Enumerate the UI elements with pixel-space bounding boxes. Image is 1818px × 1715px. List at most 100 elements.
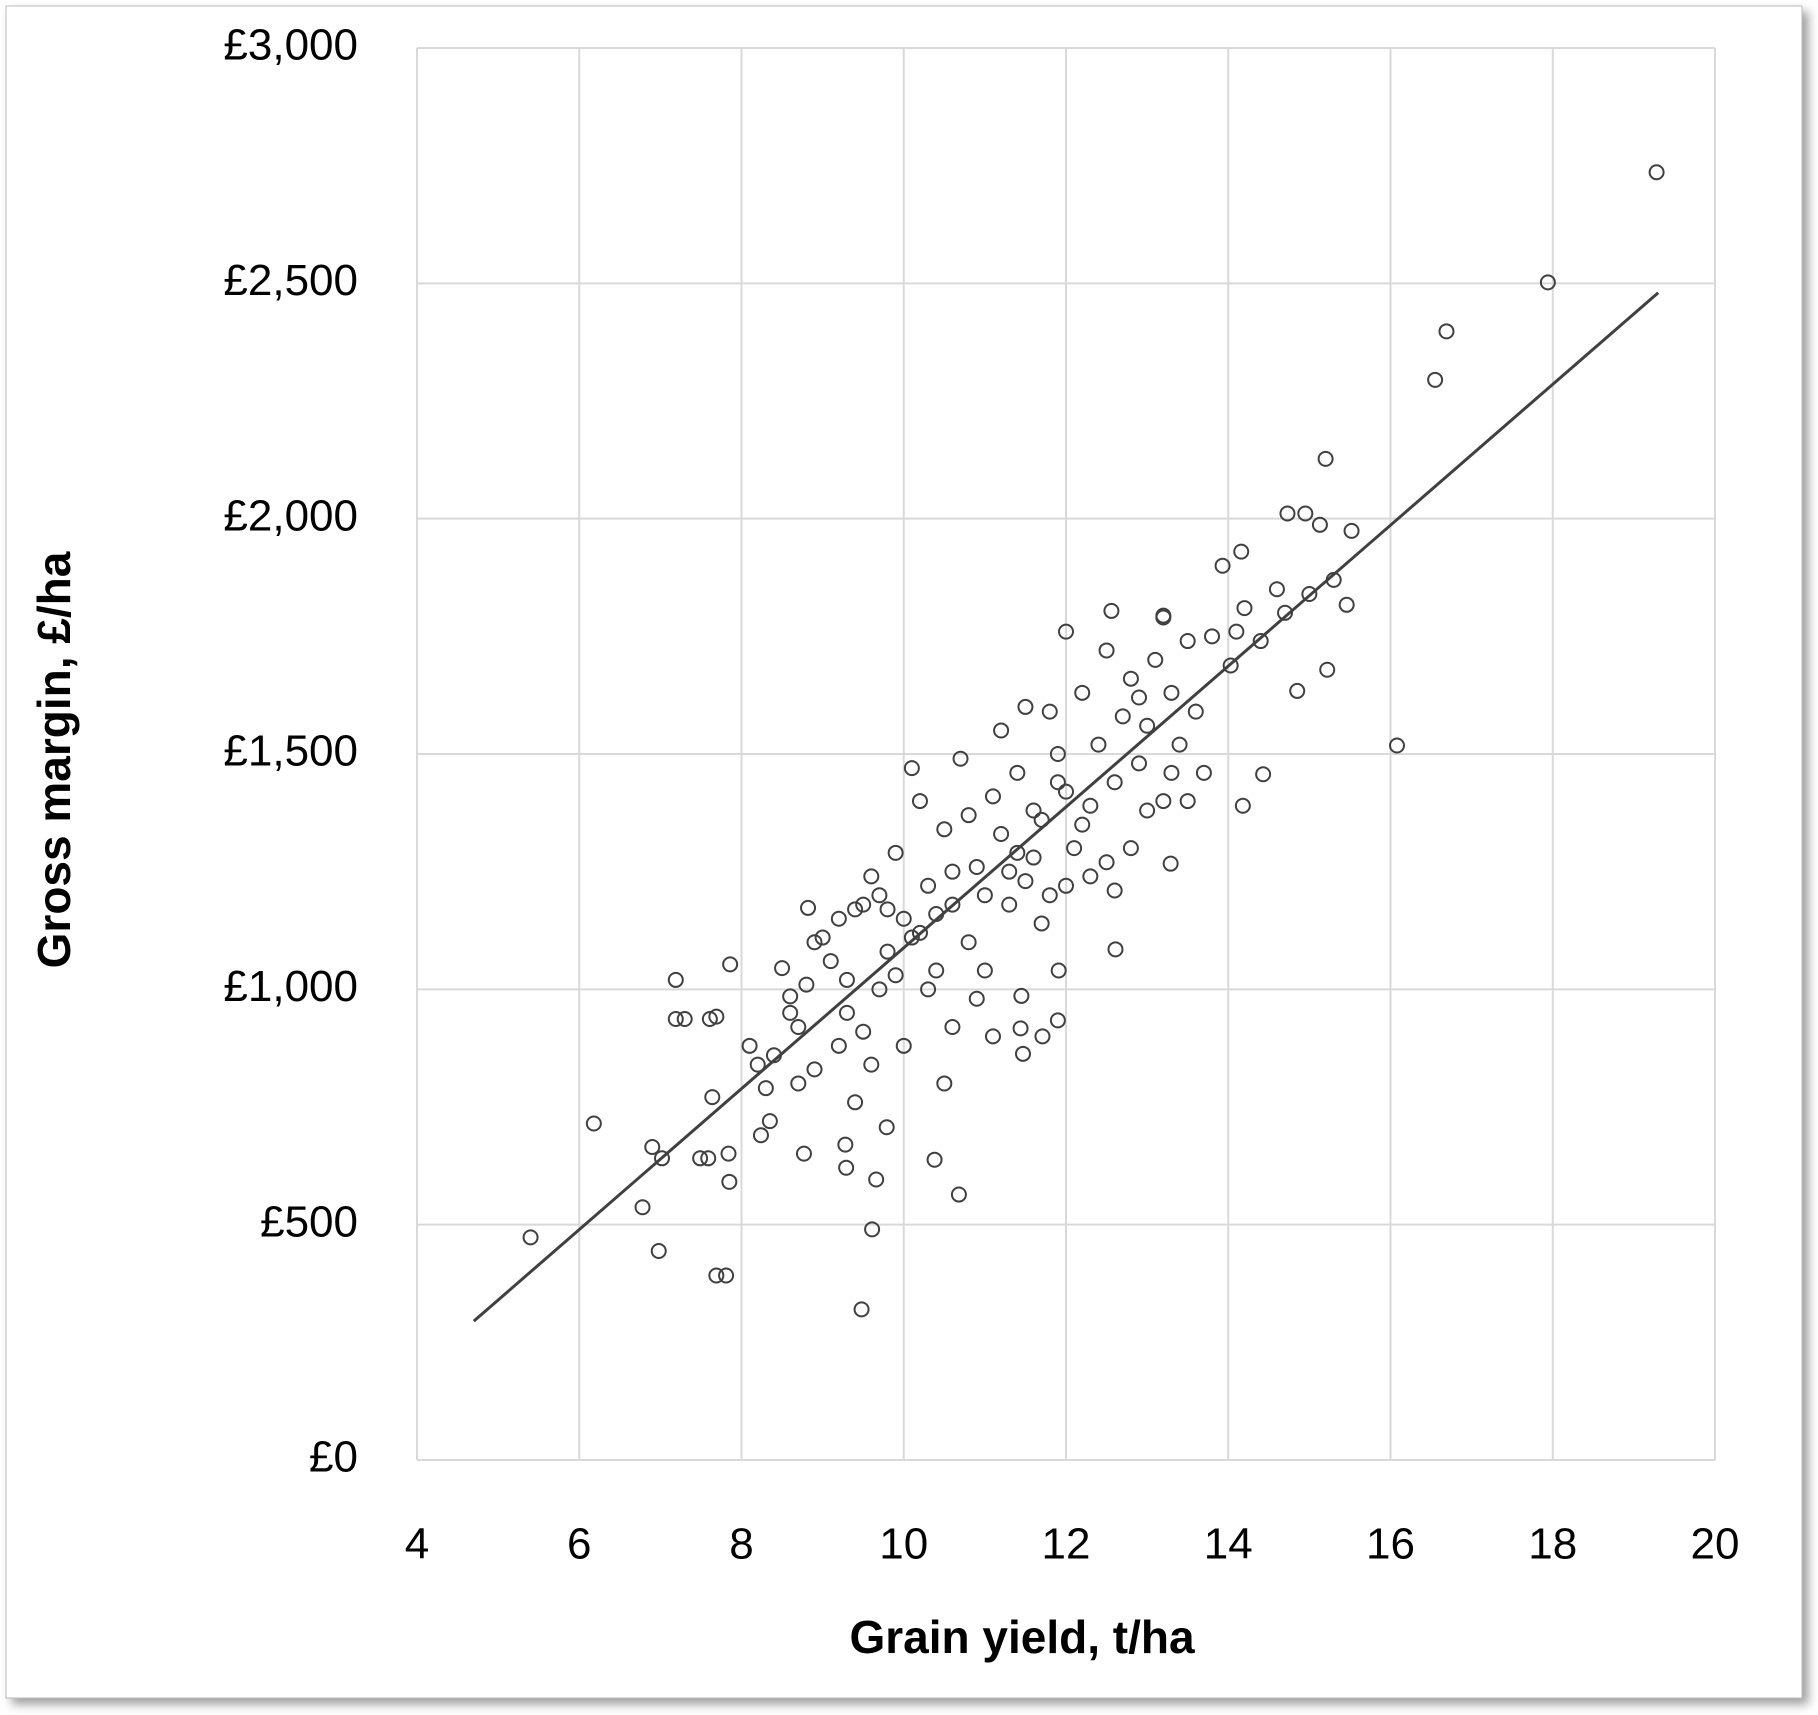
point <box>968 990 985 1007</box>
point <box>1388 737 1405 754</box>
point <box>855 1023 872 1040</box>
point <box>1034 1028 1051 1045</box>
point <box>1163 684 1180 701</box>
point <box>1106 774 1123 791</box>
point <box>1025 849 1042 866</box>
grid <box>416 47 1716 1461</box>
point <box>667 971 684 988</box>
point <box>887 844 904 861</box>
point <box>782 1004 799 1021</box>
point <box>1082 868 1099 885</box>
x-axis-title: Grain yield, t/ha <box>849 1611 1195 1663</box>
point <box>1319 661 1336 678</box>
point <box>1058 623 1074 640</box>
point <box>871 981 888 998</box>
point <box>837 1136 854 1153</box>
point <box>830 1037 847 1054</box>
point <box>976 887 993 904</box>
y-tick-label: £2,000 <box>223 491 358 540</box>
point <box>1338 596 1355 613</box>
point <box>1195 764 1212 781</box>
point <box>1074 816 1091 833</box>
point <box>774 960 791 977</box>
point <box>1155 609 1172 626</box>
point <box>1162 855 1179 872</box>
point <box>1001 896 1018 913</box>
point <box>944 863 961 880</box>
point <box>944 896 961 913</box>
point <box>1187 703 1204 720</box>
point <box>1050 962 1067 979</box>
point <box>522 1229 539 1246</box>
point <box>864 1221 881 1238</box>
x-tick-label: 6 <box>567 1520 591 1569</box>
point <box>800 899 817 916</box>
point <box>1074 684 1091 701</box>
point <box>720 1145 737 1162</box>
point <box>1122 840 1139 857</box>
y-axis-title: Gross margin, £/ha <box>28 551 80 968</box>
point <box>704 1089 721 1106</box>
point <box>1009 844 1026 861</box>
point <box>838 1004 855 1021</box>
x-tick-label: 10 <box>879 1520 928 1569</box>
point <box>1648 164 1665 181</box>
point <box>920 877 937 894</box>
point <box>993 722 1010 739</box>
point <box>1017 698 1034 715</box>
point <box>1297 505 1314 522</box>
point <box>752 1127 769 1144</box>
point <box>928 962 945 979</box>
point <box>1001 863 1018 880</box>
point <box>1236 600 1253 617</box>
point <box>1179 793 1196 810</box>
point <box>1268 581 1285 598</box>
point <box>757 1080 774 1097</box>
point <box>903 760 920 777</box>
x-tick-label: 18 <box>1528 1520 1577 1569</box>
point <box>863 1056 880 1073</box>
point <box>667 1010 684 1027</box>
marks <box>472 164 1665 1323</box>
x-tick-label: 20 <box>1691 1520 1740 1569</box>
point <box>1539 274 1556 291</box>
point <box>1255 766 1272 783</box>
point <box>1163 764 1180 781</box>
point <box>1301 585 1318 602</box>
point <box>1214 557 1231 574</box>
point <box>1222 657 1239 674</box>
point <box>1114 708 1131 725</box>
point <box>968 858 985 875</box>
point <box>871 887 888 904</box>
point <box>1277 604 1294 621</box>
point <box>868 1171 885 1188</box>
point <box>993 826 1010 843</box>
point <box>936 1075 953 1092</box>
point <box>895 910 912 927</box>
point <box>936 821 953 838</box>
point <box>984 788 1001 805</box>
point <box>838 971 855 988</box>
point <box>644 1139 661 1156</box>
point <box>1343 522 1360 539</box>
point <box>1090 736 1107 753</box>
point <box>1279 505 1296 522</box>
point <box>847 901 864 918</box>
point <box>1252 633 1269 650</box>
point <box>984 1028 1001 1045</box>
point <box>895 1037 912 1054</box>
point <box>650 1243 667 1260</box>
y-tick-label: £500 <box>260 1197 358 1246</box>
point <box>879 901 896 918</box>
point <box>911 924 928 941</box>
point <box>1049 774 1066 791</box>
point <box>944 1018 961 1035</box>
point <box>1082 797 1099 814</box>
point <box>1171 736 1188 753</box>
point <box>838 1159 855 1176</box>
point <box>1098 642 1115 659</box>
point <box>1427 371 1444 388</box>
point <box>692 1150 709 1167</box>
